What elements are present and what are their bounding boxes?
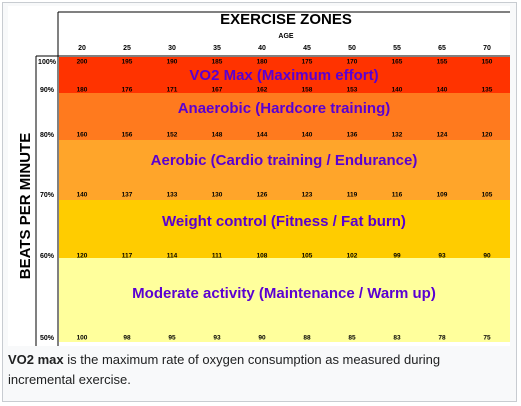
bpm: 90 <box>258 335 266 342</box>
bpm: 140 <box>437 87 448 94</box>
bpm: 75 <box>483 335 491 342</box>
age-label: AGE <box>278 33 294 40</box>
percent: 100% <box>38 59 57 66</box>
caption-text: is the maximum rate of oxygen consumptio… <box>8 352 441 387</box>
bpm: 98 <box>123 335 131 342</box>
bpm: 180 <box>77 87 88 94</box>
zone-label: Moderate activity (Maintenance / Warm up… <box>132 285 436 302</box>
bpm: 116 <box>392 192 403 199</box>
bpm: 85 <box>348 335 356 342</box>
bpm: 90 <box>483 253 491 260</box>
zone-band <box>59 57 510 93</box>
caption: VO2 max is the maximum rate of oxygen co… <box>8 350 508 390</box>
bpm: 88 <box>303 335 311 342</box>
bpm: 119 <box>347 192 358 199</box>
percent: 90% <box>40 87 55 94</box>
bpm: 126 <box>257 192 268 199</box>
bpm: 137 <box>122 192 133 199</box>
bpm: 148 <box>212 132 223 139</box>
bpm: 153 <box>347 87 358 94</box>
zone-label: Anaerobic (Hardcore training) <box>178 100 391 117</box>
bpm: 160 <box>77 132 88 139</box>
bpm: 124 <box>437 132 448 139</box>
bpm: 95 <box>168 335 176 342</box>
bpm: 167 <box>212 87 223 94</box>
bpm: 176 <box>122 87 133 94</box>
zone-label: Weight control (Fitness / Fat burn) <box>162 213 406 230</box>
bpm: 140 <box>302 132 313 139</box>
bpm: 120 <box>482 132 493 139</box>
age: 50 <box>348 45 356 52</box>
bpm: 195 <box>122 59 133 66</box>
bpm: 132 <box>392 132 403 139</box>
bpm: 170 <box>347 59 358 66</box>
bpm: 140 <box>77 192 88 199</box>
age: 65 <box>438 45 446 52</box>
zone-band <box>59 93 510 140</box>
bpm: 130 <box>212 192 223 199</box>
zone-band <box>59 140 510 200</box>
bpm: 175 <box>302 59 313 66</box>
bpm: 190 <box>167 59 178 66</box>
bpm: 162 <box>257 87 268 94</box>
bpm: 140 <box>392 87 403 94</box>
percent: 70% <box>40 192 55 199</box>
bpm: 78 <box>438 335 446 342</box>
percent: 80% <box>40 132 55 139</box>
bpm: 93 <box>213 335 221 342</box>
bpm: 185 <box>212 59 223 66</box>
bpm: 108 <box>257 253 268 260</box>
bpm: 180 <box>257 59 268 66</box>
zone-band <box>59 258 510 342</box>
bpm: 99 <box>393 253 401 260</box>
percent: 60% <box>40 253 55 260</box>
bpm: 111 <box>212 253 223 260</box>
bpm: 171 <box>167 87 178 94</box>
title: EXERCISE ZONES <box>220 11 352 28</box>
age: 55 <box>393 45 401 52</box>
bpm: 200 <box>77 59 88 66</box>
zone-label: Aerobic (Cardio training / Endurance) <box>151 152 418 169</box>
bpm: 135 <box>482 87 493 94</box>
bpm: 114 <box>167 253 178 260</box>
y-label: BEATS PER MINUTE <box>17 133 34 279</box>
zones-chart: EXERCISE ZONES AGE BEATS PER MINUTE VO2 … <box>8 6 510 346</box>
age: 25 <box>123 45 131 52</box>
bpm: 83 <box>393 335 401 342</box>
bpm: 144 <box>257 132 268 139</box>
bpm: 117 <box>122 253 133 260</box>
age: 70 <box>483 45 491 52</box>
bpm: 155 <box>437 59 448 66</box>
bpm: 123 <box>302 192 313 199</box>
caption-bold: VO2 max <box>8 352 64 367</box>
bpm: 156 <box>122 132 133 139</box>
zone-label: VO2 Max (Maximum effort) <box>189 67 378 84</box>
bpm: 136 <box>347 132 358 139</box>
bpm: 165 <box>392 59 403 66</box>
bpm: 109 <box>437 192 448 199</box>
age: 30 <box>168 45 176 52</box>
age: 35 <box>213 45 221 52</box>
bpm: 152 <box>167 132 178 139</box>
bpm: 105 <box>482 192 493 199</box>
bpm: 105 <box>302 253 313 260</box>
bpm: 100 <box>77 335 88 342</box>
age: 45 <box>303 45 311 52</box>
bpm: 120 <box>77 253 88 260</box>
bpm: 102 <box>347 253 358 260</box>
zone-band <box>59 200 510 258</box>
percent: 50% <box>40 335 55 342</box>
bpm: 93 <box>438 253 446 260</box>
age: 40 <box>258 45 266 52</box>
bpm: 158 <box>302 87 313 94</box>
age: 20 <box>78 45 86 52</box>
bpm: 133 <box>167 192 178 199</box>
bpm: 150 <box>482 59 493 66</box>
